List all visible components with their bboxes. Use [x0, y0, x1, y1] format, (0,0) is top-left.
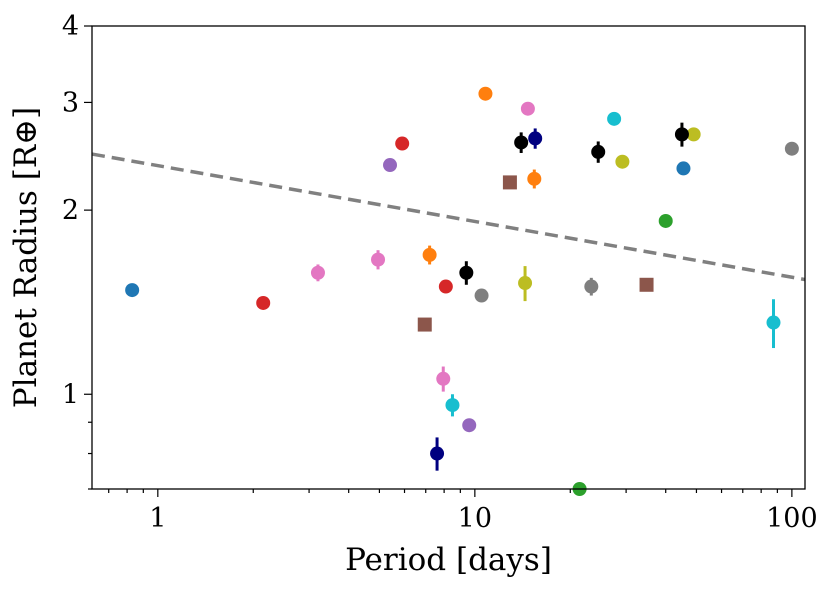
data-point — [371, 250, 386, 270]
x-tick-label: 10 — [458, 503, 492, 534]
circle-marker — [518, 276, 533, 291]
y-tick-label: 4 — [62, 11, 79, 42]
data-point — [615, 154, 630, 169]
y-tick-label: 2 — [62, 195, 79, 226]
circle-marker — [310, 265, 325, 280]
data-point — [430, 437, 445, 471]
data-point — [528, 128, 543, 149]
axis-ticks: 1 10 100 1 2 3 4 — [62, 11, 818, 534]
data-point — [676, 161, 691, 176]
data-point — [436, 366, 451, 392]
circle-marker — [371, 252, 386, 267]
circle-marker — [436, 371, 451, 386]
circle-marker — [686, 127, 701, 142]
data-point — [527, 169, 542, 189]
circle-marker — [478, 86, 493, 101]
circle-marker — [520, 101, 535, 116]
circle-marker — [445, 398, 460, 413]
data-point — [658, 213, 673, 228]
circle-marker — [430, 446, 445, 461]
y-tick-label: 3 — [62, 87, 79, 118]
circle-marker — [784, 141, 799, 156]
square-marker — [502, 175, 517, 190]
data-point — [474, 288, 489, 303]
circle-marker — [383, 158, 398, 173]
x-tick-label: 100 — [766, 503, 818, 534]
circle-marker — [674, 127, 689, 142]
square-marker — [639, 277, 654, 292]
y-tick-label: 1 — [62, 379, 79, 410]
data-point — [686, 127, 701, 142]
data-point — [256, 295, 271, 310]
data-point — [478, 86, 493, 101]
data-point — [591, 141, 606, 163]
data-point — [502, 175, 517, 190]
data-point — [784, 141, 799, 156]
circle-marker — [607, 111, 622, 126]
circle-marker — [591, 144, 606, 159]
circle-marker — [514, 135, 529, 150]
circle-marker — [527, 171, 542, 186]
circle-marker — [528, 131, 543, 146]
dashed-reference-line — [91, 152, 806, 282]
circle-marker — [676, 161, 691, 176]
data-point — [438, 279, 453, 294]
data-point — [125, 283, 140, 298]
square-marker — [417, 317, 432, 332]
data-point — [674, 122, 689, 147]
circle-marker — [438, 279, 453, 294]
data-point — [462, 418, 477, 433]
data-point — [514, 132, 529, 153]
circle-marker — [658, 213, 673, 228]
reference-line-layer — [91, 152, 806, 282]
data-point — [310, 264, 325, 282]
circle-marker — [459, 265, 474, 280]
circle-marker — [462, 418, 477, 433]
x-axis-title: Period [days] — [345, 542, 552, 578]
data-point — [766, 299, 781, 349]
data-point — [417, 317, 432, 332]
plot-frame — [91, 25, 806, 490]
circle-marker — [766, 315, 781, 330]
circle-marker — [125, 283, 140, 298]
data-point — [395, 136, 410, 151]
data-point — [639, 277, 654, 292]
data-point — [422, 245, 437, 265]
y-axis-title: Planet Radius [R⊕] — [8, 107, 44, 408]
data-point — [584, 277, 599, 296]
data-point — [607, 111, 622, 126]
circle-marker — [615, 154, 630, 169]
circle-marker — [422, 247, 437, 262]
x-tick-label: 1 — [149, 503, 166, 534]
circle-marker — [395, 136, 410, 151]
circle-marker — [256, 295, 271, 310]
data-points-layer — [125, 86, 799, 496]
data-point — [383, 158, 398, 173]
data-point — [459, 261, 474, 285]
data-point — [445, 394, 460, 417]
data-point — [518, 266, 533, 302]
data-point — [520, 101, 535, 116]
circle-marker — [584, 279, 599, 294]
circle-marker — [474, 288, 489, 303]
